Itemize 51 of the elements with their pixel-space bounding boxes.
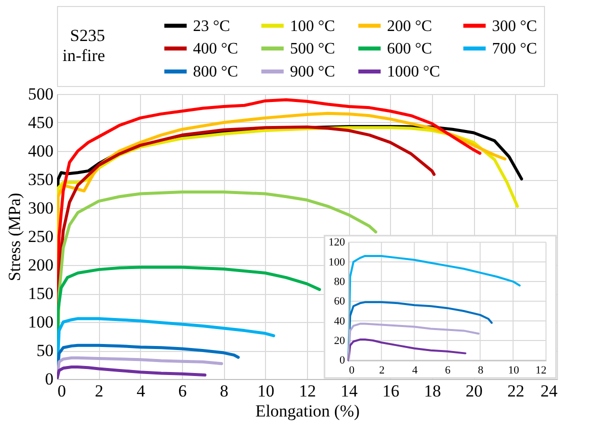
y-tick-label: 80 (334, 276, 346, 288)
y-tick-label: 0 (340, 354, 346, 367)
x-tick-label: 16 (382, 382, 400, 400)
y-tick-label: 400 (28, 142, 54, 160)
legend-label: 200 °C (387, 18, 432, 35)
legend-label: 23 °C (193, 18, 230, 35)
y-tick-label: 120 (328, 236, 346, 249)
y-tick-label: 20 (334, 335, 346, 348)
x-tick-label: 6 (445, 364, 451, 377)
y-tick-label: 250 (28, 227, 54, 246)
y-tick-label: 50 (36, 341, 54, 360)
x-tick-label: 12 (299, 382, 316, 400)
x-tick-label: 20 (466, 382, 483, 400)
legend-label: 300 °C (492, 18, 538, 35)
x-tick-label: 2 (94, 382, 104, 400)
legend-label: 1000 °C (387, 64, 440, 80)
y-tick-label: 100 (28, 312, 54, 332)
x-tick-label: 4 (412, 364, 418, 377)
y-tick-label: 100 (328, 256, 346, 268)
y-tick-label: 500 (28, 84, 54, 104)
y-tick-label: 450 (28, 113, 54, 132)
legend-label: 500 °C (290, 40, 336, 58)
x-axis-title: Elongation (%) (255, 402, 360, 420)
x-tick-label: 8 (220, 382, 228, 400)
x-tick-label: 0 (349, 364, 355, 377)
legend-title: S235 in-fire (62, 26, 105, 65)
legend-label: 900 °C (290, 64, 336, 80)
legend-label: 600 °C (387, 40, 432, 58)
x-tick-label: 4 (136, 382, 146, 400)
y-tick-label: 40 (334, 315, 346, 328)
x-tick-label: 12 (536, 364, 546, 377)
x-tick-label: 10 (257, 382, 274, 400)
x-tick-label: 6 (178, 382, 187, 400)
x-tick-label: 0 (58, 382, 66, 400)
x-tick-label: 2 (379, 364, 385, 377)
y-tick-label: 350 (28, 170, 54, 189)
legend-label: 100 °C (290, 18, 336, 35)
x-tick-label: 10 (508, 364, 520, 377)
legend-label: 700 °C (492, 40, 538, 58)
legend-label: 400 °C (193, 40, 238, 58)
y-axis-title: Stress (MPa) (5, 192, 24, 282)
y-tick-label: 60 (334, 296, 346, 308)
legend-label: 800 °C (193, 64, 238, 80)
y-tick-label: 150 (28, 284, 54, 303)
y-tick-label: 300 (28, 198, 54, 218)
x-tick-label: 8 (478, 364, 484, 377)
x-tick-label: 18 (424, 382, 441, 400)
x-tick-label: 14 (340, 382, 358, 400)
x-tick-label: 22 (507, 382, 524, 400)
y-tick-label: 200 (28, 256, 54, 274)
x-tick-label: 24 (540, 382, 558, 400)
